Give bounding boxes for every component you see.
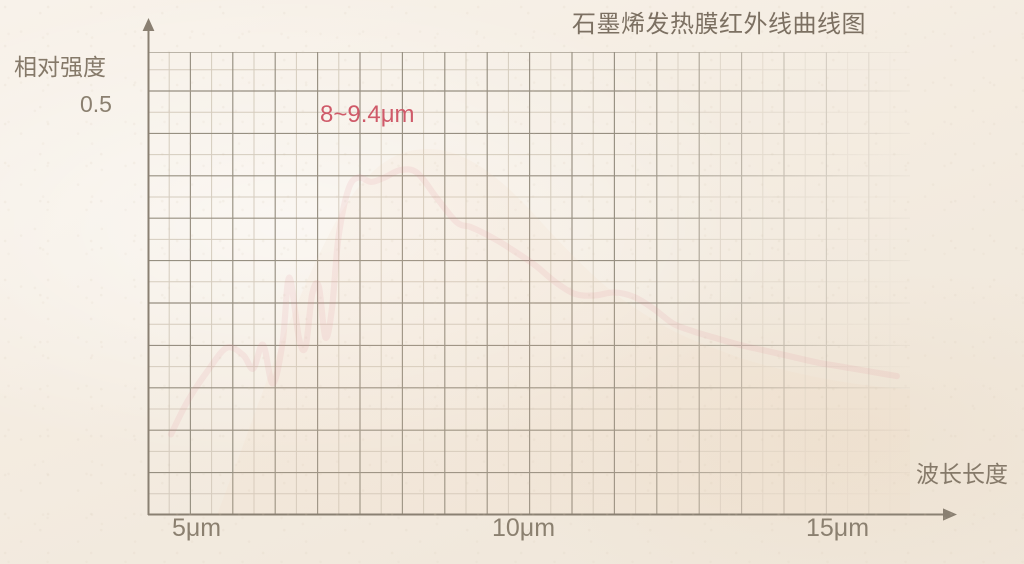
chart-title: 石墨烯发热膜红外线曲线图 xyxy=(572,11,866,38)
chart-line-series xyxy=(167,166,900,438)
x-axis-tick-10um: 10μm xyxy=(492,514,556,542)
x-axis-tick-5um: 5μm xyxy=(172,514,222,542)
y-axis-label: 相对强度 xyxy=(14,54,106,80)
peak-range-annotation: 8~9.4μm xyxy=(320,101,415,128)
arrow-up-icon xyxy=(142,18,155,31)
x-axis-label: 波长长度 xyxy=(916,461,1008,487)
y-axis-tick-0-5: 0.5 xyxy=(80,91,112,117)
x-axis-tick-15um: 15μm xyxy=(806,514,870,542)
arrow-right-icon xyxy=(943,508,957,521)
chart-axes xyxy=(147,26,948,516)
chart-area-series xyxy=(216,148,911,515)
